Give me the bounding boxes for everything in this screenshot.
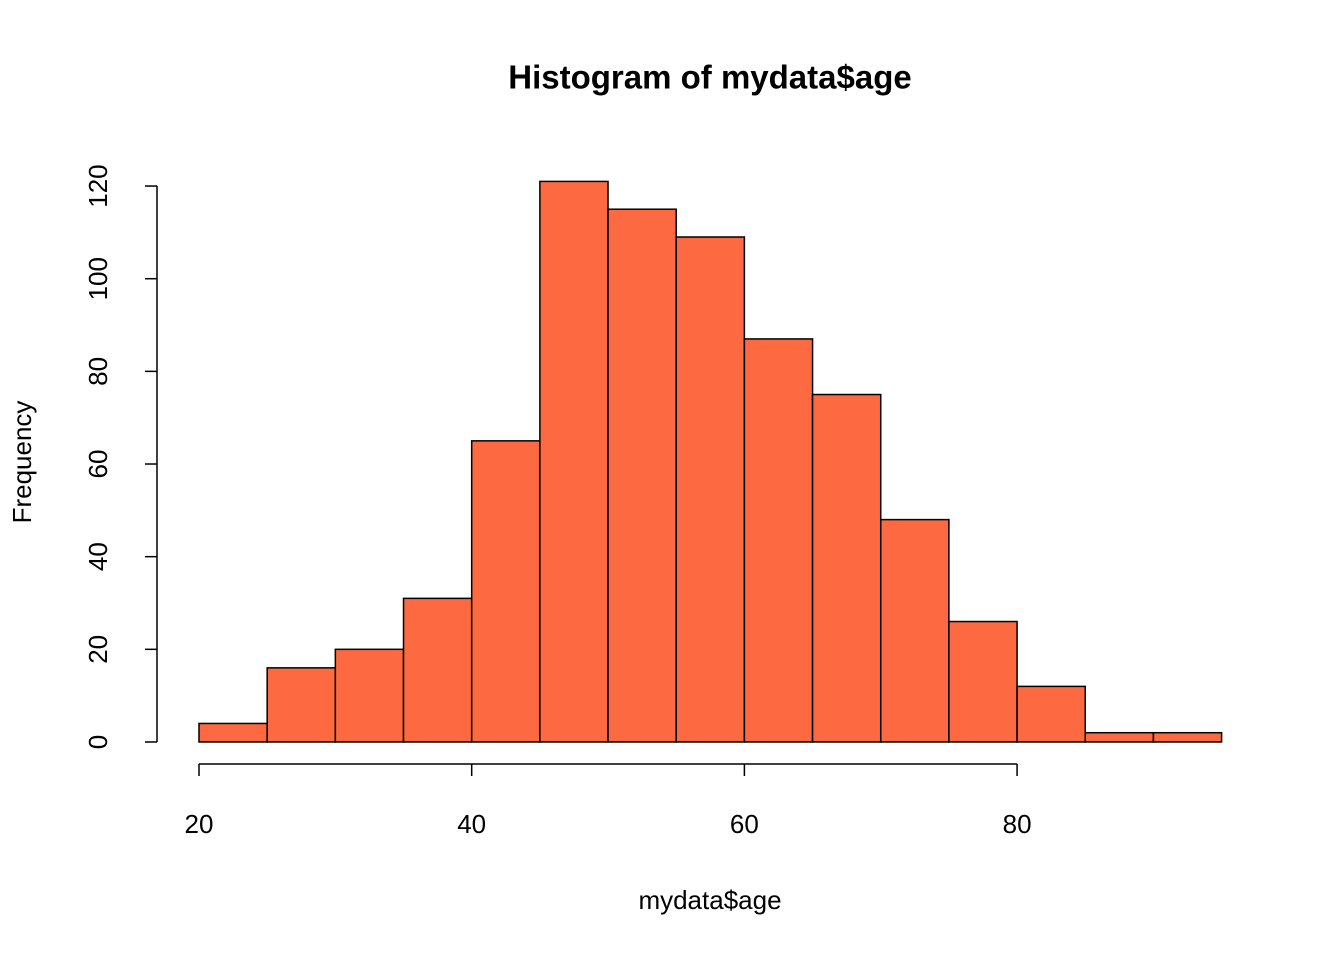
y-tick-label: 100 [83, 257, 113, 300]
bar [198, 722, 268, 743]
y-tick-label: 20 [83, 635, 113, 664]
y-tick-label: 60 [83, 450, 113, 479]
bar [1016, 685, 1087, 743]
bar [470, 440, 541, 743]
bar [334, 648, 405, 743]
chart-title: Histogram of mydata$age [508, 59, 911, 96]
bar [1152, 731, 1223, 743]
bar [743, 338, 814, 743]
x-tick-label: 40 [457, 809, 486, 839]
bar [607, 208, 677, 743]
y-tick-label: 120 [83, 164, 113, 207]
bar [539, 180, 609, 743]
bar [402, 597, 473, 743]
x-tick-label: 60 [730, 809, 759, 839]
x-tick-label: 80 [1003, 809, 1032, 839]
bar [811, 393, 882, 743]
y-axis-label: Frequency [7, 401, 37, 524]
bar [1084, 731, 1155, 743]
y-tick-label: 80 [83, 357, 113, 386]
y-tick-label: 0 [83, 735, 113, 749]
bar [879, 518, 950, 743]
x-tick-label: 20 [185, 809, 214, 839]
bar [948, 620, 1018, 743]
x-axis-label: mydata$age [638, 885, 781, 915]
bar [675, 236, 746, 743]
bar [266, 667, 337, 743]
y-tick-label: 40 [83, 542, 113, 571]
